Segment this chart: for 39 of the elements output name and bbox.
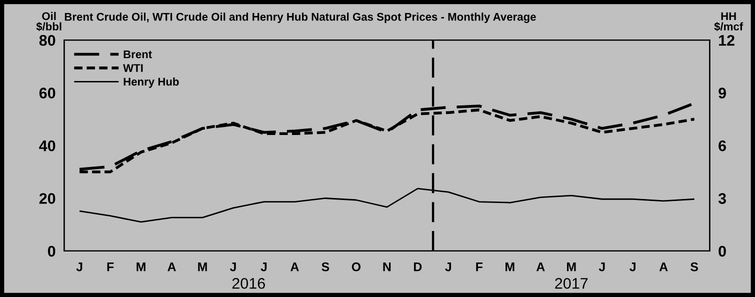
y2-tick-label: 6 bbox=[718, 140, 726, 152]
x-tick-label: J bbox=[445, 262, 452, 272]
x-tick-label: A bbox=[536, 262, 545, 272]
y-tick-label: 40 bbox=[39, 140, 56, 152]
chart-title: Brent Crude Oil, WTI Crude Oil and Henry Hub Natural Gas Spot Prices - Monthly Average bbox=[64, 12, 536, 24]
legend-label: WTI bbox=[123, 64, 143, 72]
x-tick-label: F bbox=[107, 262, 114, 272]
x-tick-label: J bbox=[598, 262, 605, 272]
x-tick-label: A bbox=[168, 262, 176, 272]
x-tick-label: J bbox=[230, 262, 236, 272]
x-tick-label: N bbox=[383, 262, 391, 272]
y2-tick-label: 12 bbox=[718, 34, 734, 46]
legend-label: Henry Hub bbox=[124, 77, 179, 88]
x-tick-label: J bbox=[260, 262, 267, 272]
x-tick-label: M bbox=[198, 262, 207, 272]
x-tick-label: J bbox=[76, 262, 82, 272]
x-tick-label: A bbox=[659, 262, 668, 272]
x-tick-label: O bbox=[352, 262, 361, 272]
y-axis-title: Oil $/bbl bbox=[36, 12, 62, 32]
y-tick-label: 60 bbox=[39, 88, 56, 98]
y-tick-label: 0 bbox=[48, 246, 56, 257]
x-tick-label: D bbox=[414, 262, 422, 272]
x-tick-label: F bbox=[476, 262, 483, 272]
x-tick-label: M bbox=[567, 262, 576, 272]
legend-label: Brent bbox=[124, 50, 152, 58]
y-tick-label: 20 bbox=[39, 193, 56, 204]
x-tick-label: S bbox=[322, 262, 330, 272]
text: 2016 bbox=[232, 278, 265, 289]
x-tick-label: M bbox=[136, 262, 146, 272]
y2-tick-label: 0 bbox=[718, 246, 726, 257]
y2-axis-title: HH $/mcf bbox=[714, 12, 744, 32]
x-tick-label: A bbox=[290, 262, 299, 272]
text: 2017 bbox=[555, 278, 588, 289]
y2-tick-label: 9 bbox=[718, 88, 726, 98]
x-tick-label: S bbox=[690, 262, 698, 272]
y2-tick-label: 3 bbox=[718, 193, 726, 204]
x-tick-label: J bbox=[630, 262, 636, 272]
y-tick-label: 80 bbox=[39, 34, 56, 46]
x-tick-label: M bbox=[506, 262, 514, 272]
